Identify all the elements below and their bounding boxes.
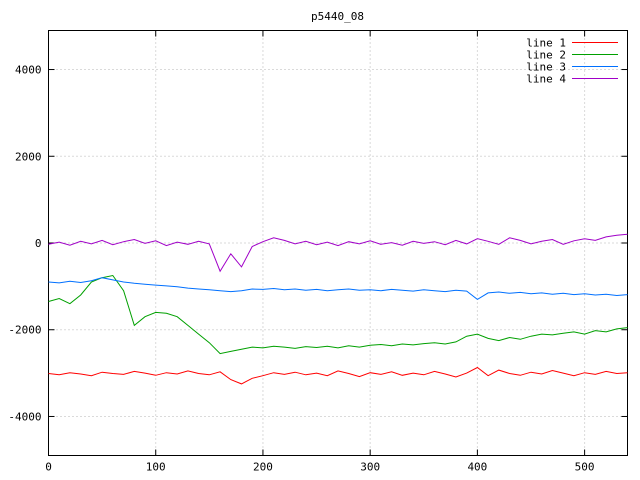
series-line-4 xyxy=(48,233,628,273)
axis-ticks: 0 100 200 300 400 500 -4000 -2000 0 2000 4000 xyxy=(8,30,628,474)
chart-title: p5440_08 xyxy=(311,10,364,23)
y-tick-label: 4000 xyxy=(15,64,42,77)
x-tick-label: 200 xyxy=(253,461,273,474)
legend-item-label: line 3 xyxy=(526,61,566,74)
y-tick-label: 2000 xyxy=(15,150,42,163)
legend-item-label: line 1 xyxy=(526,37,566,50)
series-line-3 xyxy=(48,277,628,301)
y-tick-label: -4000 xyxy=(8,410,41,423)
x-tick-label: 100 xyxy=(146,461,166,474)
series-line-2 xyxy=(48,274,628,355)
y-tick-label: -2000 xyxy=(8,324,41,337)
legend-item-label: line 2 xyxy=(526,49,566,62)
x-tick-label: 300 xyxy=(360,461,380,474)
x-tick-label: 400 xyxy=(467,461,487,474)
x-tick-label: 500 xyxy=(575,461,595,474)
legend-item-label: line 4 xyxy=(526,73,566,86)
y-tick-label: 0 xyxy=(35,237,42,250)
grid xyxy=(48,30,628,456)
series-line-1 xyxy=(48,366,628,385)
x-tick-label: 0 xyxy=(45,461,52,474)
plot-border xyxy=(48,30,628,456)
